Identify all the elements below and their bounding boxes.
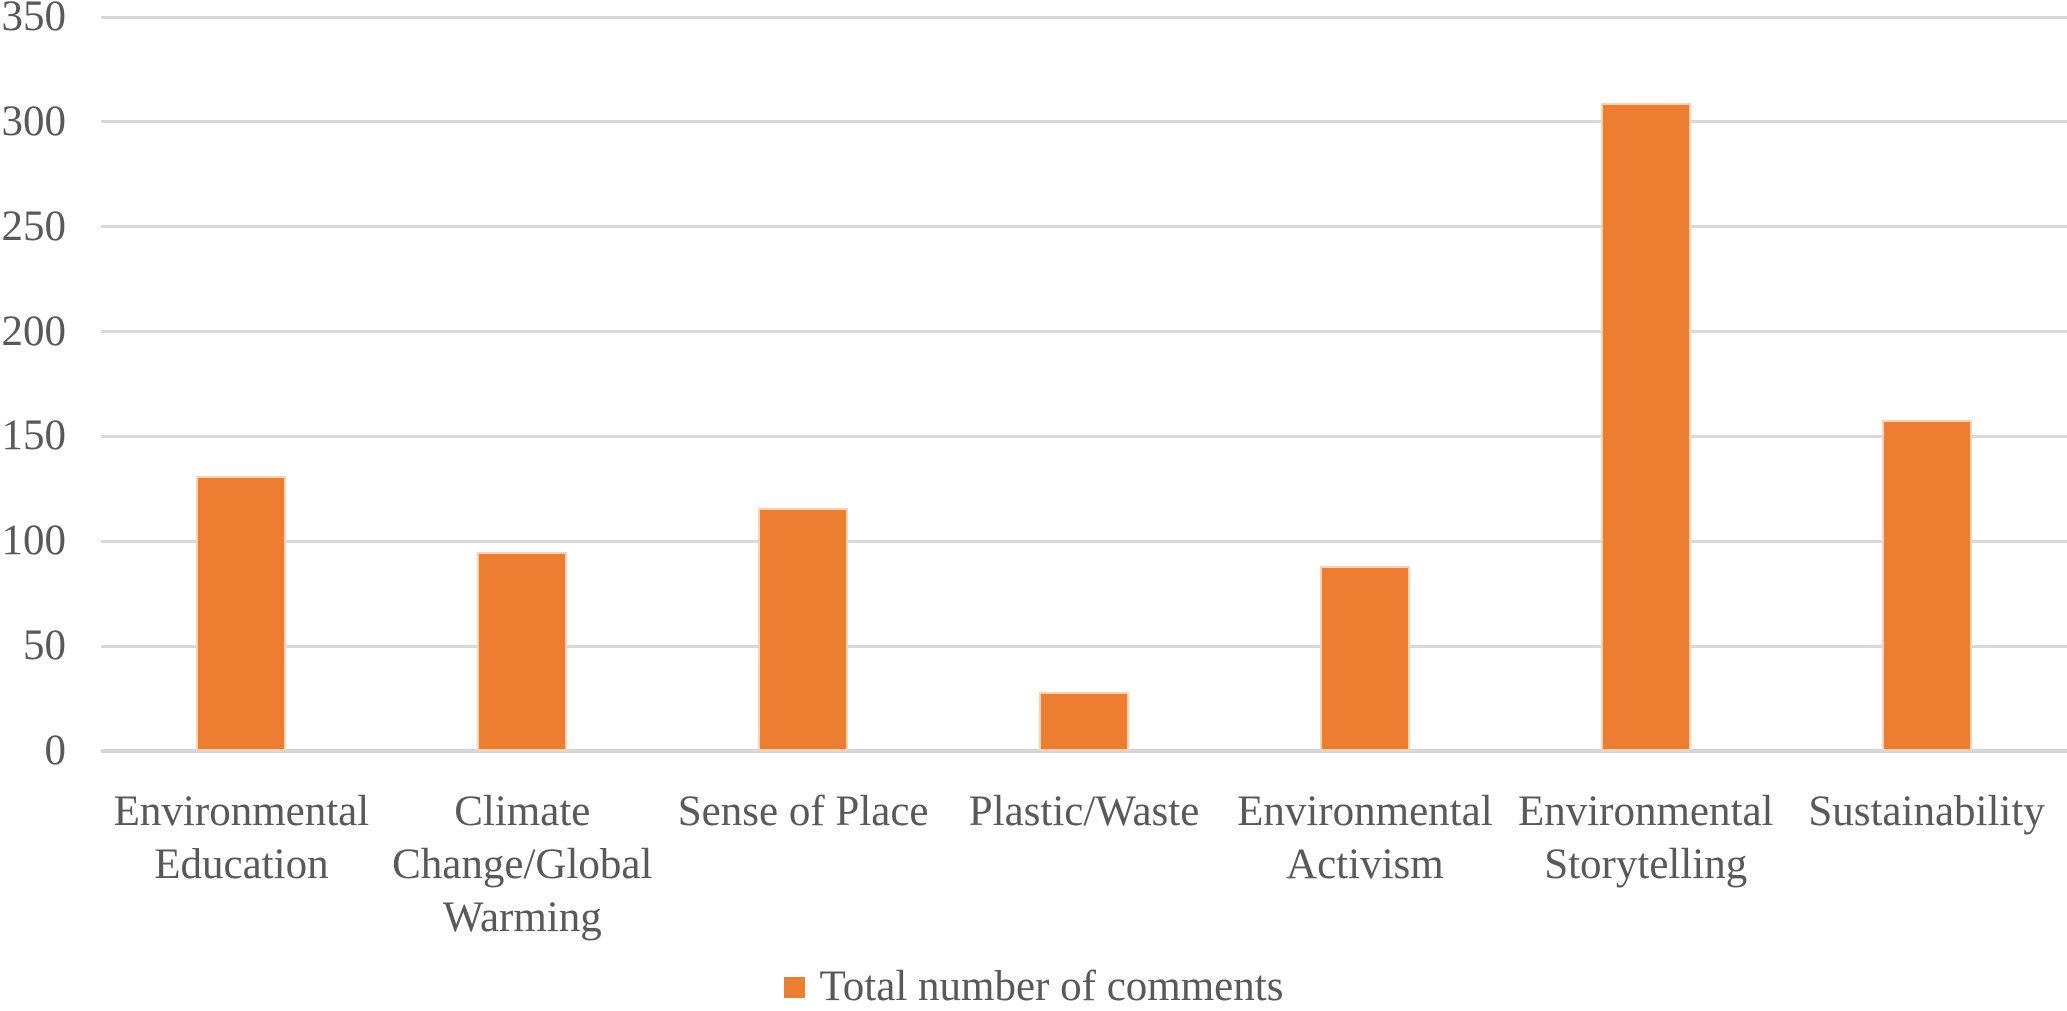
y-tick-label-250: 250 xyxy=(1,202,67,250)
x-axis-line xyxy=(101,749,2067,753)
bar-slot-sense-of-place xyxy=(663,17,944,751)
gridline-150 xyxy=(101,434,2067,438)
plot-area xyxy=(101,15,2067,753)
y-tick-label-200: 200 xyxy=(1,307,67,355)
x-label-environmental-storytelling: Environmental Storytelling xyxy=(1517,788,1774,888)
x-axis-category-labels: Environmental Education Climate Change/Gl… xyxy=(101,751,2067,944)
x-label-plastic-waste: Plastic/Waste xyxy=(968,788,1200,835)
bar-climate-change-global-warming xyxy=(477,551,568,751)
y-tick-label-350: 350 xyxy=(1,0,67,40)
legend: Total number of comments xyxy=(0,962,2067,1011)
x-label-sense-of-place: Sense of Place xyxy=(677,788,929,835)
bar-series xyxy=(101,17,2067,751)
legend-label: Total number of comments xyxy=(819,963,1284,1010)
y-tick-label-50: 50 xyxy=(23,622,66,670)
gridline-300 xyxy=(101,120,2067,124)
y-tick-label-0: 0 xyxy=(44,727,67,774)
gridline-50 xyxy=(101,644,2067,648)
bar-slot-environmental-activism xyxy=(1224,17,1505,751)
bar-environmental-activism xyxy=(1319,566,1410,751)
bar-environmental-education xyxy=(196,476,287,751)
x-label-environmental-education: Environmental Education xyxy=(113,788,370,888)
bar-slot-plastic-waste xyxy=(944,17,1225,751)
gridline-250 xyxy=(101,225,2067,229)
y-tick-label-300: 300 xyxy=(1,97,67,145)
bar-sense-of-place xyxy=(758,507,849,751)
x-label-climate-change-global-warming: Climate Change/Global Warming xyxy=(392,788,653,941)
gridline-100 xyxy=(101,539,2067,543)
y-tick-label-100: 100 xyxy=(1,517,67,565)
x-label-environmental-activism: Environmental Activism xyxy=(1237,788,1493,888)
bar-slot-sustainability xyxy=(1786,17,2067,751)
y-axis-tick-labels: 0 50 100 150 200 250 300 350 xyxy=(0,0,67,1011)
bar-sustainability xyxy=(1881,419,1972,751)
bar-slot-environmental-storytelling xyxy=(1505,17,1786,751)
gridline-200 xyxy=(101,330,2067,334)
x-label-sustainability: Sustainability xyxy=(1808,788,2045,835)
bar-slot-environmental-education xyxy=(101,17,382,751)
bar-environmental-storytelling xyxy=(1600,102,1691,751)
y-tick-label-150: 150 xyxy=(1,412,67,460)
legend-swatch-icon xyxy=(783,976,805,998)
bar-plastic-waste xyxy=(1039,692,1129,751)
gridline-350 xyxy=(101,15,2067,19)
bar-slot-climate-change-global-warming xyxy=(382,17,663,751)
